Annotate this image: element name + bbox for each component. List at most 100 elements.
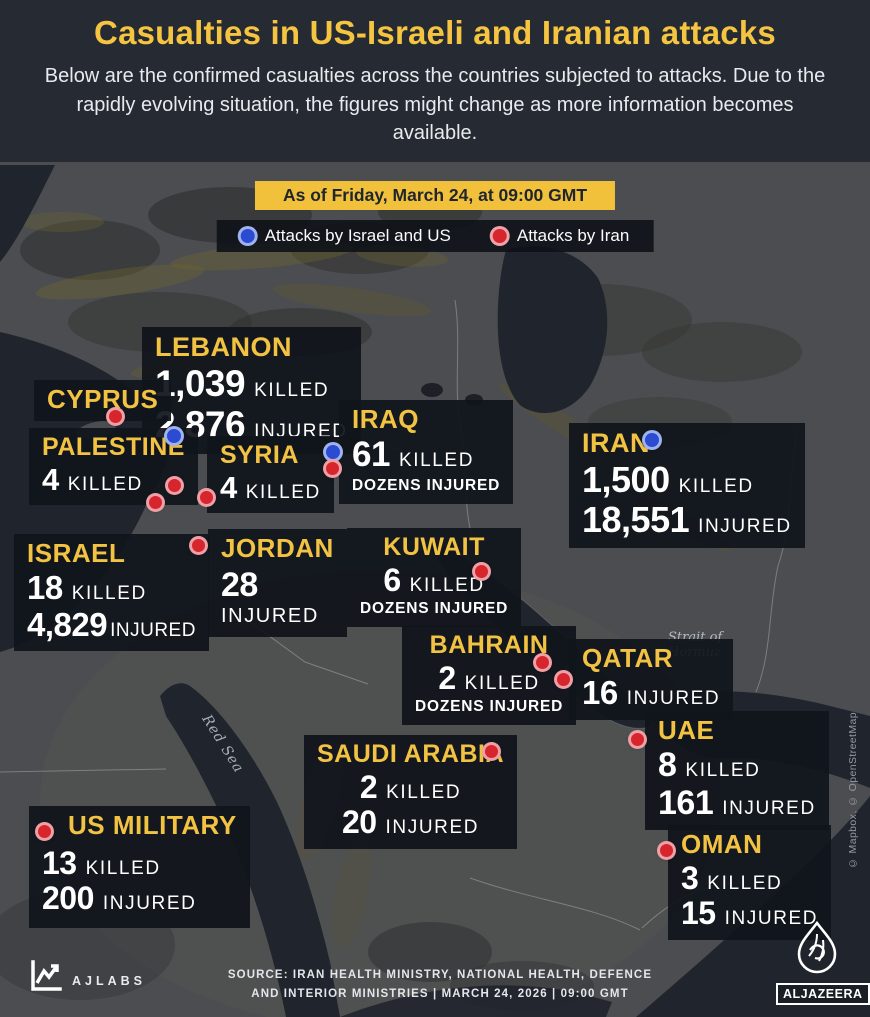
- source-line-2: AND INTERIOR MINISTRIES | MARCH 24, 2026…: [251, 988, 629, 1000]
- country-label-saudi-arabia: SAUDI ARABIA 2 KILLED 20 INJURED: [304, 735, 518, 849]
- ajlabs-logo: AJLABS: [28, 958, 146, 994]
- killed-unit: KILLED: [67, 473, 143, 495]
- attack-dot-syria-south: [200, 491, 213, 504]
- killed-unit: KILLED: [707, 872, 783, 894]
- aljazeera-logo: ALJAZEERA: [776, 920, 870, 1005]
- legend-item-israel-us: Attacks by Israel and US: [240, 226, 451, 246]
- killed-number: 6: [383, 561, 401, 598]
- killed-unit: KILLED: [464, 672, 540, 694]
- source-line-1: SOURCE: IRAN HEALTH MINISTRY, NATIONAL H…: [227, 969, 653, 981]
- country-label-bahrain: BAHRAIN 2 KILLED DOZENS INJURED: [402, 626, 577, 726]
- injured-unit: INJURED: [626, 687, 721, 709]
- country-name: SAUDI ARABIA: [317, 740, 505, 768]
- killed-unit: KILLED: [386, 781, 462, 803]
- page-title: Casualties in US-Israeli and Iranian att…: [94, 14, 776, 51]
- injured-note: DOZENS INJURED: [415, 698, 564, 716]
- country-label-oman: OMAN 3 KILLED 15 INJURED: [668, 825, 832, 941]
- attack-dot-iraq-red: [326, 462, 339, 475]
- killed-unit: KILLED: [409, 574, 485, 596]
- country-label-qatar: QATAR 16 INJURED: [569, 639, 734, 720]
- country-label-iraq: IRAQ 61 KILLED DOZENS INJURED: [339, 400, 514, 504]
- country-name: BAHRAIN: [429, 631, 549, 659]
- killed-number: 18: [27, 568, 63, 606]
- killed-number: 2: [359, 768, 378, 805]
- attack-dot-uae: [631, 733, 644, 746]
- legend-label-israel-us: Attacks by Israel and US: [264, 226, 451, 245]
- country-name: IRAQ: [352, 404, 419, 434]
- country-name: JORDAN: [221, 533, 334, 563]
- attack-dot-saudi: [485, 745, 498, 758]
- country-label-uae: UAE 8 KILLED 161 INJURED: [645, 711, 829, 831]
- killed-number: 4: [220, 469, 237, 505]
- injured-number: 15: [681, 895, 716, 932]
- country-name: QATAR: [582, 643, 674, 673]
- country-label-us-military: US MILITARY 13 KILLED 200 INJURED: [29, 806, 250, 929]
- ajlabs-wordmark: AJLABS: [72, 974, 147, 988]
- country-label-cyprus: CYPRUS: [34, 380, 172, 421]
- injured-number: 18,551: [582, 498, 690, 540]
- country-name: US MILITARY: [68, 810, 237, 840]
- legend: Attacks by Israel and US Attacks by Iran: [216, 220, 654, 252]
- injured-number: 16: [582, 673, 618, 711]
- country-label-iran: IRAN 1,500 KILLED 18,551 INJURED: [569, 423, 805, 548]
- injured-number: 28: [221, 565, 258, 604]
- injured-number: 200: [42, 880, 94, 917]
- killed-number: 61: [352, 434, 390, 474]
- attack-dot-iran: [645, 433, 659, 447]
- country-label-israel: ISRAEL 18 KILLED 4,829 INJURED: [14, 534, 209, 652]
- attack-dot-israel-coast: [149, 496, 162, 509]
- attack-dot-oman: [660, 844, 673, 857]
- killed-unit: KILLED: [85, 857, 161, 879]
- ajlabs-chart-icon: [31, 960, 62, 991]
- attack-dot-kuwait: [475, 565, 488, 578]
- country-label-syria: SYRIA 4 KILLED: [207, 436, 334, 514]
- map-attribution: © Mapbox, © OpenStreetMap: [847, 712, 859, 870]
- country-name: ISRAEL: [27, 538, 126, 568]
- injured-unit: INJURED: [724, 908, 819, 930]
- injured-unit: INJURED: [385, 817, 480, 839]
- killed-number: 3: [681, 859, 699, 896]
- legend-label-iran: Attacks by Iran: [516, 226, 630, 245]
- killed-number: 2: [438, 659, 456, 696]
- killed-unit: KILLED: [678, 476, 754, 498]
- attack-dot-qatar: [557, 673, 570, 686]
- attack-dot-us-military: [38, 825, 51, 838]
- injured-unit: INJURED: [110, 619, 196, 641]
- country-name: LEBANON: [155, 332, 292, 362]
- attack-dot-iraq-blue: [326, 445, 340, 459]
- injured-unit: INJURED: [102, 893, 197, 915]
- country-name: IRAN: [582, 428, 650, 458]
- attack-dot-syria-west: [168, 479, 181, 492]
- source-attribution: SOURCE: IRAN HEALTH MINISTRY, NATIONAL H…: [155, 966, 725, 1004]
- injured-unit: INJURED: [221, 604, 319, 627]
- injured-unit: INJURED: [698, 515, 792, 537]
- injured-unit: INJURED: [722, 797, 816, 819]
- country-name: UAE: [658, 715, 715, 745]
- country-name: PALESTINE: [42, 433, 185, 461]
- aljazeera-flame-icon: [797, 920, 837, 974]
- country-name: KUWAIT: [383, 533, 485, 561]
- injured-number: 20: [341, 804, 377, 841]
- killed-unit: KILLED: [398, 449, 475, 471]
- killed-number: 4: [42, 461, 59, 497]
- country-name: CYPRUS: [47, 384, 159, 414]
- country-name: SYRIA: [220, 441, 299, 469]
- killed-unit: KILLED: [685, 759, 761, 781]
- legend-item-iran: Attacks by Iran: [492, 226, 630, 246]
- header: Casualties in US-Israeli and Iranian att…: [0, 0, 870, 162]
- timestamp-badge: As of Friday, March 24, at 09:00 GMT: [254, 181, 616, 210]
- killed-number: 1,500: [582, 459, 670, 501]
- killed-unit: KILLED: [254, 380, 330, 402]
- killed-unit: KILLED: [71, 582, 147, 604]
- injured-number: 4,829: [27, 605, 108, 643]
- attack-dot-jordan: [192, 539, 205, 552]
- country-name: OMAN: [681, 829, 763, 859]
- injured-note: DOZENS INJURED: [360, 600, 509, 618]
- injured-note: DOZENS INJURED: [352, 476, 501, 494]
- aljazeera-wordmark: ALJAZEERA: [776, 983, 870, 1005]
- red-dot-icon: [492, 229, 507, 243]
- injured-number: 161: [658, 783, 714, 822]
- attack-dot-bahrain: [536, 656, 549, 669]
- blue-dot-icon: [240, 229, 255, 243]
